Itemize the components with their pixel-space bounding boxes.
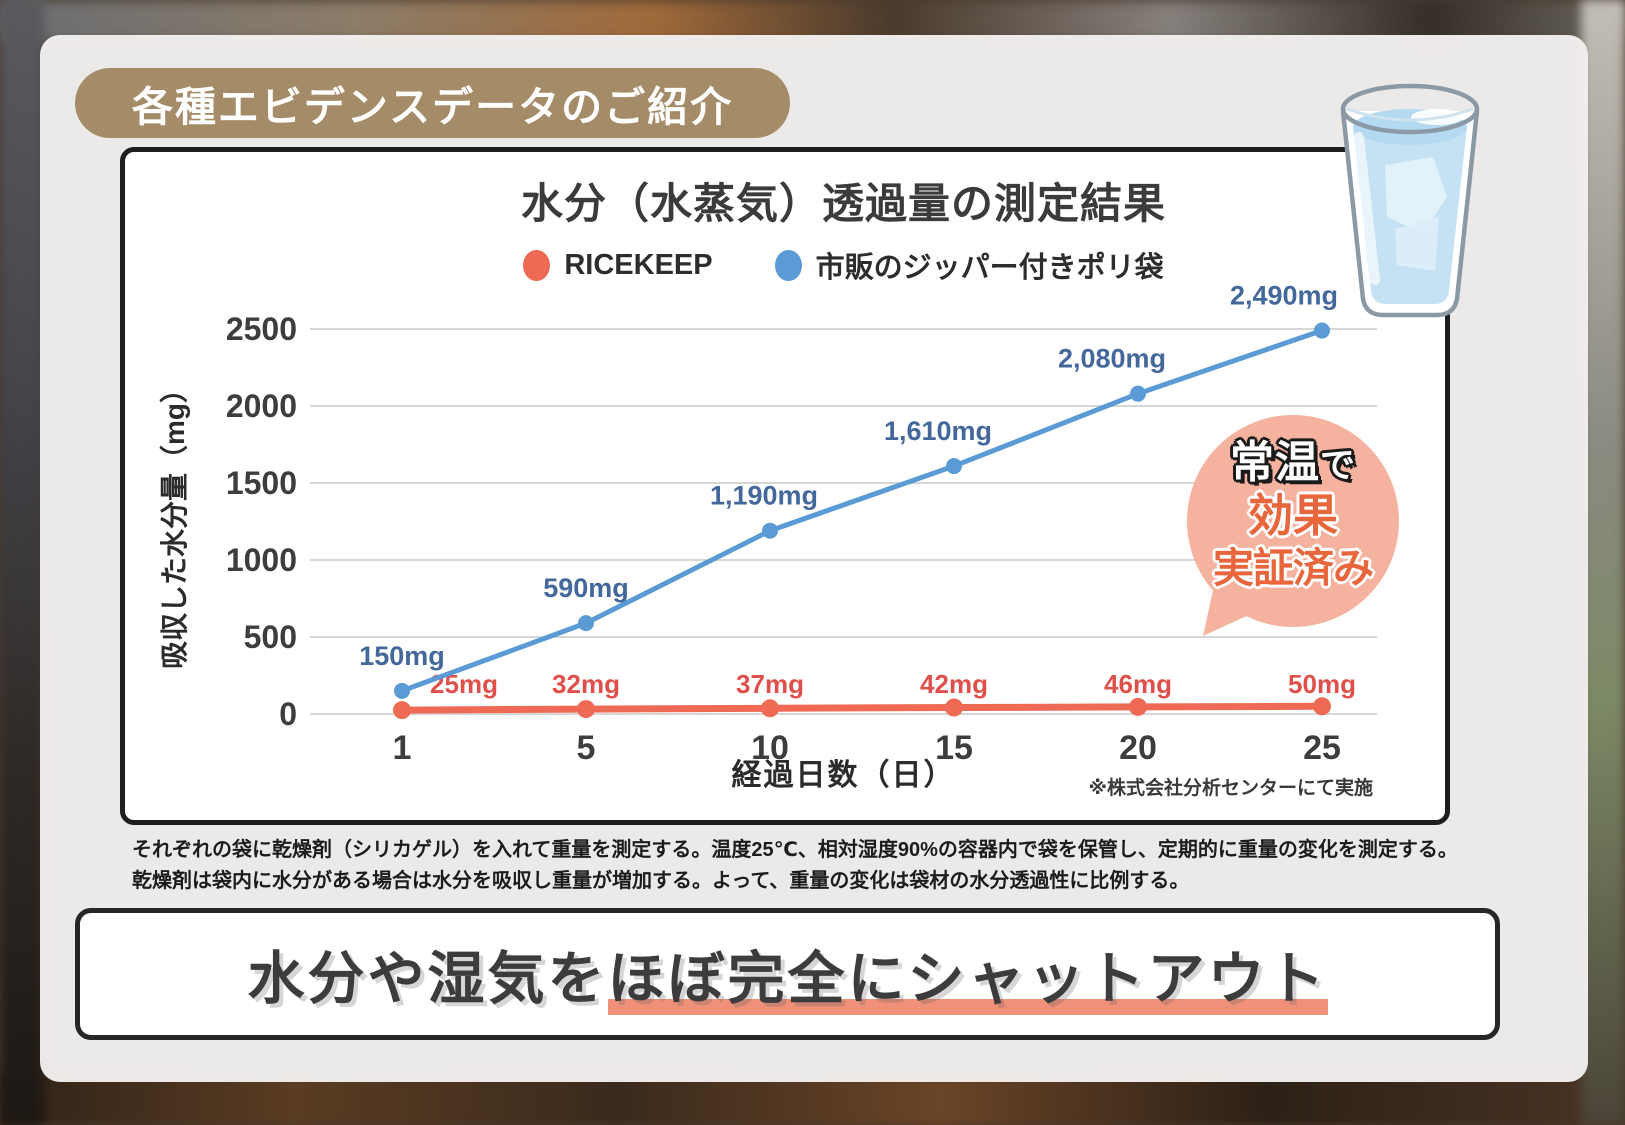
method-description-line2: 乾燥剤は袋内に水分がある場合は水分を吸収し重量が増加する。よって、重量の変化は袋… [132,870,1190,892]
data-point [946,458,962,475]
y-tick-label: 500 [244,619,297,655]
data-point [577,700,595,719]
conclusion-text-highlighted: ほぼ完全にシャットアウト [607,947,1328,1015]
badge-line-1: 常温で [1230,439,1356,490]
badge-line1-main: 常温 [1229,438,1320,487]
chart-title: 水分（水蒸気）透過量の測定結果 [520,180,1166,227]
data-label: 50mg [1288,669,1356,699]
conclusion-text: 水分や湿気をほぼ完全にシャットアウト [248,933,1328,1015]
data-label: 32mg [552,669,620,699]
chart-legend: RICEKEEP 市販のジッパー付きポリ袋 [310,244,1377,286]
data-point [945,698,963,717]
background-right-strip [1581,0,1625,1125]
conclusion-text-plain: 水分や湿気を [247,947,608,1011]
data-point [1130,385,1146,402]
water-glass-illustration [1340,83,1480,318]
x-tick-label: 1 [393,729,412,767]
x-axis-title: 経過日数（日） [731,759,956,792]
legend-label-polybag: 市販のジッパー付きポリ袋 [815,252,1164,284]
background-left-strip [0,0,44,1125]
data-label: 37mg [736,669,804,699]
data-label: 590mg [543,573,629,603]
data-point [761,699,779,718]
legend-dot-blue-icon [774,249,802,281]
header-badge: 各種エビデンスデータのご紹介 [75,68,790,138]
data-label: 150mg [359,641,445,671]
y-tick-label: 1000 [226,542,297,578]
conclusion-banner: 水分や湿気をほぼ完全にシャットアウト [75,908,1500,1040]
method-description: それぞれの袋に乾燥剤（シリカゲル）を入れて重量を測定する。温度25℃、相対湿度9… [132,835,1502,897]
data-label: 1,190mg [710,481,818,511]
data-point [394,682,410,699]
x-tick-label: 20 [1119,729,1157,767]
data-label: 1,610mg [884,416,992,446]
series-line-polybag [399,328,1325,694]
main-card: 各種エビデンスデータのご紹介 0 500 1000 1500 2000 2500 1 5 10 1… [40,35,1588,1082]
x-tick-label: 10 [751,729,789,767]
legend-dot-red-icon [523,249,551,281]
x-tick-label: 15 [935,729,973,767]
chart-card: 0 500 1000 1500 2000 2500 1 5 10 15 20 25 25mg 32mg 37… [120,147,1450,825]
legend-item-ricekeep: RICEKEEP [523,248,713,282]
y-tick-label: 0 [279,696,297,732]
legend-item-polybag: 市販のジッパー付きポリ袋 [774,244,1164,286]
legend-label-ricekeep: RICEKEEP [564,248,713,281]
data-label: 2,490mg [1230,281,1338,311]
room-temperature-proven-badge: 常温で 効果 実証済み [1187,415,1399,627]
x-tick-label: 25 [1303,729,1341,767]
badge-line1-suffix: で [1319,446,1356,485]
data-point [1314,322,1330,339]
y-tick-label: 1500 [226,465,297,501]
data-point [1129,697,1147,716]
series-line-ricekeep [398,702,1326,714]
data-point [1313,697,1331,716]
method-description-line1: それぞれの袋に乾燥剤（シリカゲル）を入れて重量を測定する。温度25℃、相対湿度9… [132,839,1458,861]
data-label: 2,080mg [1058,344,1166,374]
badge-line-2: 効果 [1247,490,1338,541]
y-axis-title: 吸収した水分量（mg） [159,375,190,670]
x-tick-label: 5 [577,729,596,767]
data-label: 25mg [430,669,498,699]
chart-footnote: ※株式会社分析センターにて実施 [1088,778,1373,799]
y-tick-label: 2000 [226,388,297,424]
data-point [578,615,594,632]
data-point [762,522,778,539]
data-point [393,701,411,720]
data-label: 42mg [920,669,988,699]
badge-line-3: 実証済み [1213,545,1374,591]
header-badge-label: 各種エビデンスデータのご紹介 [131,84,734,130]
data-label: 46mg [1104,669,1172,699]
background-bottom-strip [0,1075,1625,1125]
y-tick-label: 2500 [226,311,297,347]
